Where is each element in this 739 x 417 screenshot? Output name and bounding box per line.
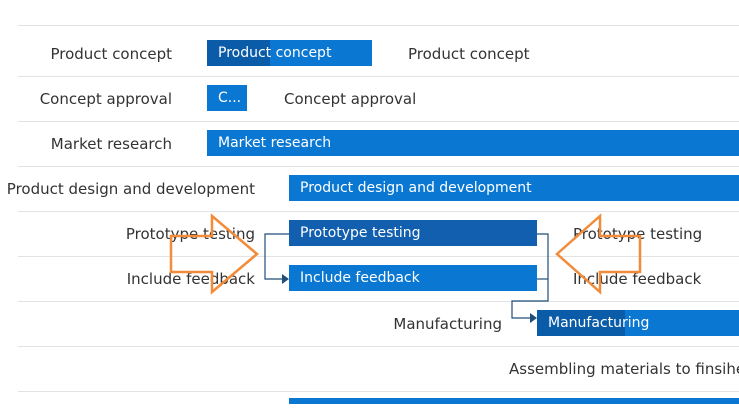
side-label: Prototype testing: [573, 225, 703, 243]
bar-label: Product design and development: [300, 180, 532, 196]
highlight-arrow: [169, 213, 259, 295]
dependency-arrowhead: [282, 274, 289, 284]
task-bar[interactable]: [289, 398, 739, 404]
task-bar[interactable]: Product concept: [207, 40, 372, 66]
side-label: Include feedback: [573, 270, 702, 288]
bar-label: Product concept: [218, 45, 332, 61]
task-bar[interactable]: Market research: [207, 130, 739, 156]
dependency-arrowhead: [530, 313, 537, 323]
row-separator: [18, 211, 739, 212]
task-bar[interactable]: Product design and development: [289, 175, 739, 201]
row-separator: [18, 76, 739, 77]
task-label[interactable]: Product concept: [50, 45, 172, 63]
bar-label: Prototype testing: [300, 225, 421, 241]
row-separator: [18, 256, 739, 257]
task-bar[interactable]: Include feedback: [289, 265, 537, 291]
progress: [207, 40, 270, 66]
highlight-arrow: [555, 213, 642, 295]
row-separator: [18, 391, 739, 392]
row-separator: [18, 121, 739, 122]
row-separator: [18, 301, 739, 302]
bar-label: C...: [218, 90, 242, 106]
dependency-connectors: [264, 233, 549, 319]
task-label[interactable]: Market research: [50, 135, 172, 153]
task-bar[interactable]: Manufacturing: [537, 310, 739, 336]
row-separator: [18, 25, 739, 26]
row-separator: [18, 166, 739, 167]
bar-label: Market research: [218, 135, 332, 151]
task-bar[interactable]: Prototype testing: [289, 220, 537, 246]
side-label: Assembling materials to finsihed: [509, 360, 739, 378]
bar-label: Manufacturing: [548, 315, 650, 331]
task-bar[interactable]: C...: [207, 85, 247, 111]
row-separator: [18, 346, 739, 347]
task-label[interactable]: Concept approval: [39, 90, 172, 108]
bar-label: Include feedback: [300, 270, 420, 286]
side-label: Manufacturing: [393, 315, 502, 333]
task-label[interactable]: Product design and development: [6, 180, 255, 198]
side-label: Product concept: [408, 45, 530, 63]
progress: [537, 310, 625, 336]
task-label[interactable]: Prototype testing: [125, 225, 255, 243]
side-label: Concept approval: [284, 90, 417, 108]
